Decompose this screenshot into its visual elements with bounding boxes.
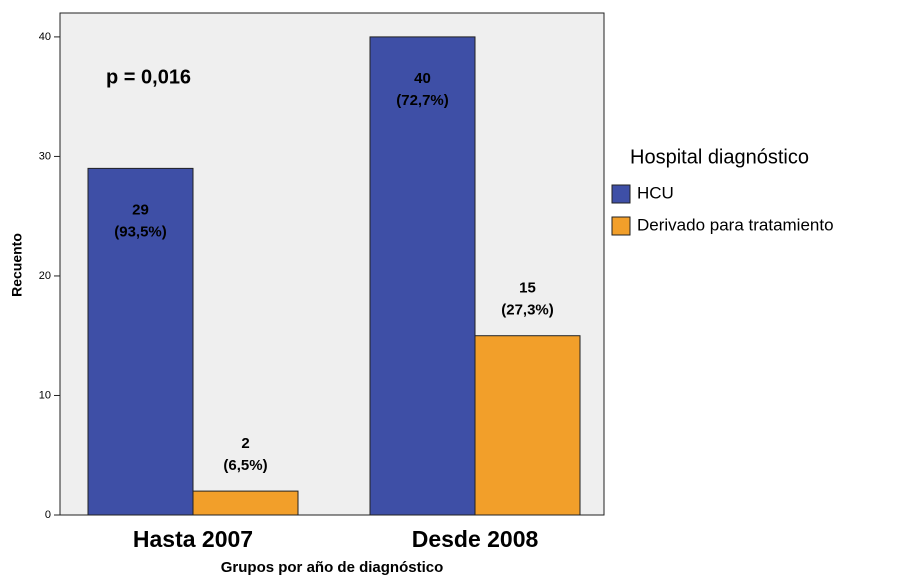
value-label: 2 [241, 435, 249, 452]
y-tick-label: 20 [39, 270, 51, 282]
legend-label: HCU [637, 183, 674, 202]
y-tick-label: 0 [45, 509, 51, 521]
percent-label: (93,5%) [114, 223, 167, 240]
y-tick-label: 40 [39, 31, 51, 43]
bar [474, 335, 581, 516]
x-tick-label: Hasta 2007 [133, 526, 253, 552]
x-tick-label: Desde 2008 [412, 526, 539, 552]
y-tick-label: 10 [39, 389, 51, 401]
y-axis-title: Recuento [9, 233, 25, 297]
annotation: p = 0,016 [106, 66, 191, 88]
x-axis-title: Grupos por año de diagnóstico [221, 559, 444, 576]
percent-label: (72,7%) [396, 92, 449, 109]
legend-swatch [611, 184, 631, 204]
bar [369, 36, 476, 516]
legend-title: Hospital diagnóstico [630, 146, 809, 168]
legend-swatch [611, 216, 631, 236]
bar [87, 167, 194, 516]
value-label: 29 [132, 201, 149, 218]
percent-label: (6,5%) [223, 457, 267, 474]
y-tick-label: 30 [39, 150, 51, 162]
legend-label: Derivado para tratamiento [637, 215, 834, 234]
value-label: 15 [519, 280, 536, 297]
bar [192, 490, 299, 516]
percent-label: (27,3%) [501, 302, 554, 319]
value-label: 40 [414, 70, 431, 87]
